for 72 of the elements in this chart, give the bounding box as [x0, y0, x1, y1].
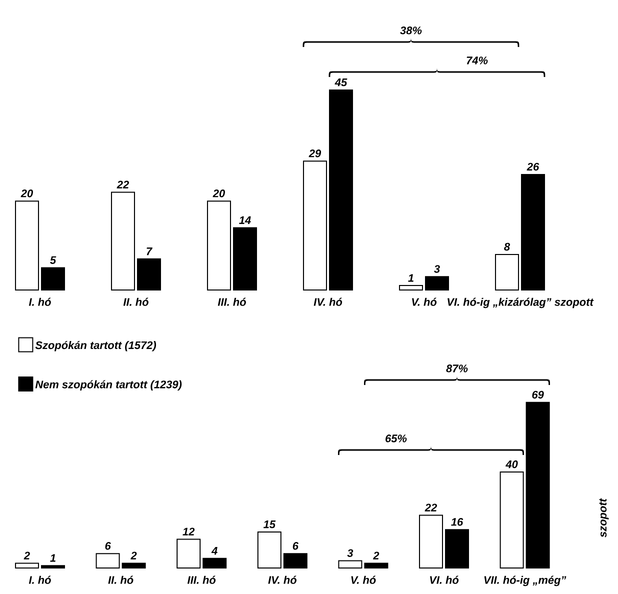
bar — [41, 565, 65, 568]
data-label: 29 — [308, 150, 322, 158]
data-label: 2 — [130, 552, 137, 560]
data-label: 2 — [372, 552, 380, 560]
x-tick-label: VII. hó-ig „még” — [484, 576, 566, 586]
bar — [399, 285, 424, 290]
data-label: 20 — [20, 190, 33, 198]
data-label: 5 — [50, 256, 56, 264]
bar — [303, 160, 327, 290]
data-label: 22 — [116, 180, 129, 188]
x-tick-label: V. hó — [351, 576, 376, 584]
data-label: 3 — [434, 265, 440, 273]
bar — [176, 538, 201, 568]
x-tick-label: VI. hó-ig „kizárólag” szopott — [448, 298, 594, 308]
text: 74% — [466, 56, 488, 64]
data-label: 1 — [408, 274, 414, 282]
legend-label: Szopókán tartott (1572) — [35, 340, 156, 352]
data-label: 1 — [50, 554, 56, 562]
x-tick-label: VI. hó — [430, 576, 459, 584]
data-label: 7 — [146, 248, 152, 256]
bar — [425, 276, 450, 290]
bar — [329, 89, 354, 290]
data-label: 40 — [506, 460, 518, 468]
text: szopott — [599, 498, 609, 538]
bar — [338, 560, 362, 568]
bar — [419, 514, 444, 568]
x-tick-label: I. hó — [28, 576, 51, 584]
x-tick-label: I. hó — [28, 298, 51, 306]
text: 38% — [400, 26, 422, 34]
bar — [364, 562, 388, 568]
bar — [445, 529, 470, 568]
data-label: 45 — [334, 78, 348, 86]
data-label: 3 — [347, 549, 354, 557]
data-label: 14 — [239, 216, 251, 224]
text: 87% — [446, 364, 468, 372]
data-label: 6 — [105, 542, 111, 550]
bar — [500, 472, 524, 568]
data-label: 2 — [24, 552, 30, 560]
bar — [526, 402, 550, 568]
bar — [111, 192, 135, 290]
bar — [96, 553, 120, 568]
bar — [122, 562, 146, 568]
data-label: 20 — [212, 190, 225, 198]
bar — [521, 174, 546, 290]
bar — [137, 258, 161, 290]
data-label: 4 — [211, 547, 218, 555]
legend-label: Nem szopókán tartott (1239) — [35, 380, 182, 390]
x-tick-label: III. hó — [187, 576, 216, 584]
data-label: 12 — [182, 528, 195, 536]
x-tick-label: V. hó — [412, 298, 437, 306]
bar — [15, 562, 39, 568]
x-tick-label: II. hó — [108, 576, 134, 584]
x-tick-label: IV. hó — [268, 576, 296, 584]
data-label: 16 — [451, 518, 464, 526]
data-label: 8 — [504, 242, 510, 251]
bar — [495, 254, 520, 290]
bar — [15, 200, 39, 290]
bar — [41, 267, 65, 290]
bar — [283, 553, 308, 568]
x-tick-label: III. hó — [218, 298, 246, 306]
bar — [202, 558, 227, 568]
data-label: 26 — [526, 162, 540, 171]
bar — [257, 532, 282, 568]
data-label: 69 — [532, 390, 544, 399]
bar — [233, 227, 257, 290]
bar — [207, 200, 231, 290]
annotation: 65% — [386, 434, 407, 442]
x-tick-label: IV. hó — [314, 298, 342, 306]
x-tick-label: II. hó — [123, 298, 148, 306]
data-label: 15 — [263, 520, 276, 528]
data-label: 22 — [424, 504, 437, 512]
data-label: 6 — [292, 542, 299, 550]
